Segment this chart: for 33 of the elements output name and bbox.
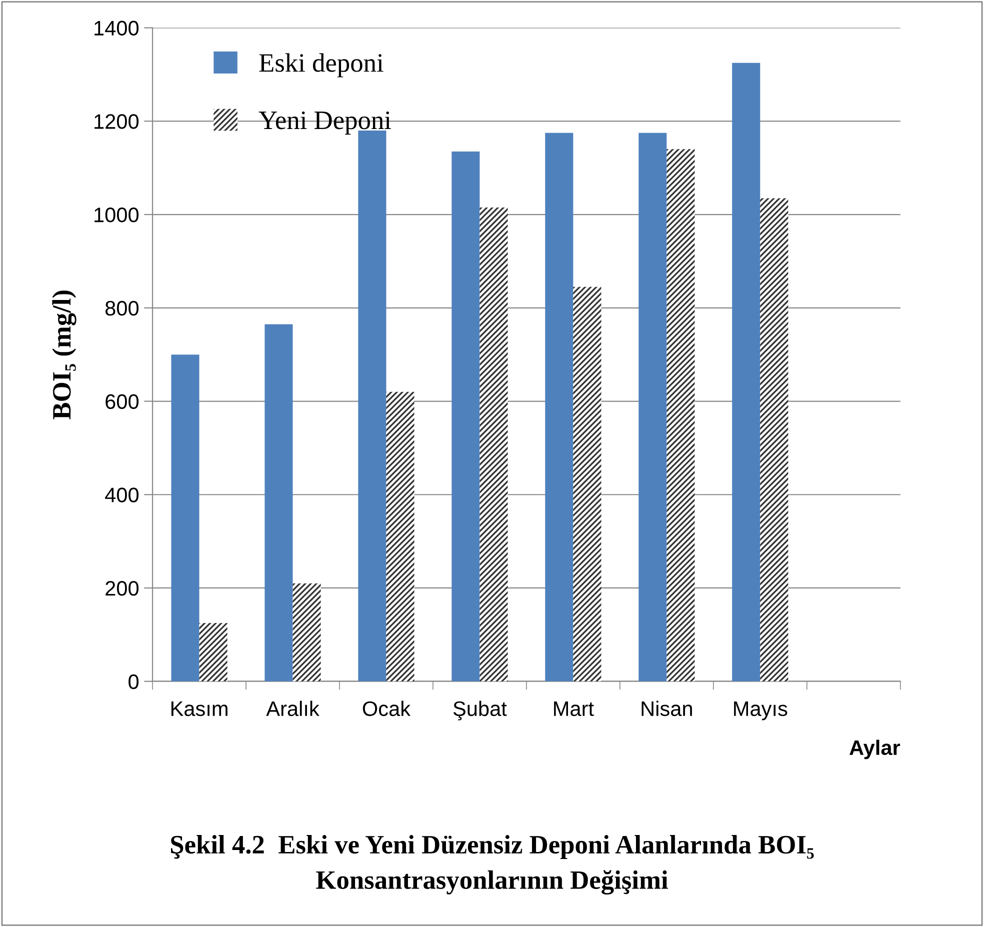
y-tick-label: 600 [106,394,139,410]
text: Şekil 4.2 Eski ve Yeni Düzensiz Deponi Alanlarında BOI₅ Konsantrasyonlarının Değişimi [171,835,814,895]
bar [452,152,480,682]
x-tick-label: Şubat [453,700,507,720]
legend-label: Yeni Deponi [258,111,391,135]
bar [171,354,200,682]
bar [386,392,414,682]
y-tick-label: 800 [105,300,139,316]
x-tick-label: Mayıs [734,702,788,720]
x-tick-label: Nisan [642,700,692,716]
y-tick-label: 0 [128,674,139,690]
bar [638,132,667,682]
bar [666,149,695,682]
legend-label: Eski deponi [259,53,384,78]
y-tick-label: 400 [105,488,139,502]
y-axis-title: BOI₅ (mg/l) [52,290,76,420]
x-tick-label: Mart [554,702,594,716]
bar [292,583,321,682]
bar [264,324,293,682]
bar [480,208,508,682]
x-axis-title: Aylar [850,740,900,760]
bar [199,622,228,682]
y-tick-label: 1000 [94,208,139,222]
y-tick-label: 200 [106,580,139,596]
x-tick-label: Aralık [266,700,320,716]
y-tick-label: 1200 [94,114,139,129]
bar [545,132,574,682]
bar [732,62,760,682]
bar [573,286,602,682]
bar [760,198,788,682]
x-tick-label: Ocak [362,700,411,716]
x-tick-label: Kasım [171,702,228,716]
y-tick-label: 1400 [94,20,139,36]
